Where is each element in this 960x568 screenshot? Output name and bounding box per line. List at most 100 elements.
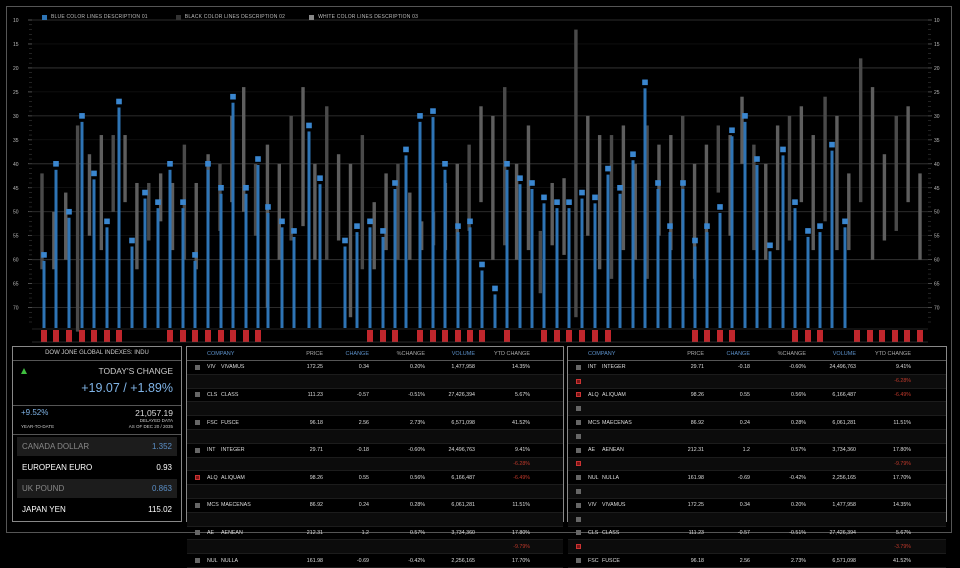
row-status-box [187, 447, 207, 453]
table-row[interactable]: ALQ ALIQUAM 98.26 0.55 0.56% 6,166,487 -6.49% [187, 471, 563, 486]
pct-change-cell: 2.73% [409, 419, 425, 426]
table-row[interactable] [187, 374, 563, 389]
symbol-cell: VIV [588, 502, 597, 509]
blue-bar [80, 121, 84, 328]
blue-bar [266, 212, 270, 328]
row-status-box [568, 406, 588, 412]
gray-bar [111, 135, 115, 212]
blue-marker [403, 146, 409, 153]
blue-marker [230, 93, 236, 100]
red-marker [892, 330, 898, 342]
table-row[interactable] [187, 402, 563, 417]
alert-box-icon [575, 392, 581, 398]
change-cell: -0.57 [737, 529, 750, 536]
table-row[interactable] [187, 485, 563, 499]
legend-swatch-white [309, 14, 315, 20]
gray-bar [491, 115, 495, 260]
blue-marker [792, 199, 798, 205]
blue-bar [493, 294, 497, 328]
ytd-percent: +9.52% [21, 408, 49, 417]
blue-marker [617, 184, 623, 191]
table-row[interactable]: MCS MAECENAS 86.92 0.24 0.28% 6,061,281 11.51% [187, 499, 563, 513]
legend-item-white: WHITE COLOR LINES DESCRIPTION 03 [309, 14, 418, 20]
table-row[interactable]: CLS CLASS 111.23 -0.57 -0.51% 27,426,394 5.67% [568, 527, 946, 541]
table-row[interactable]: VIV VIVAMUS 172.25 0.34 0.20% 1,477,958 14.35% [568, 499, 946, 513]
gray-bar [384, 173, 388, 251]
status-box-icon [575, 406, 581, 412]
alert-box-icon [575, 378, 581, 384]
company-cell: ALIQUAM [221, 474, 245, 481]
table-row[interactable]: FSC FUSCE 96.18 2.56 2.73% 6,571,098 41.52% [568, 554, 946, 568]
blue-marker [829, 141, 835, 148]
currency-row: CANADA DOLLAR 1.352 [17, 437, 177, 456]
red-marker [592, 330, 598, 342]
gray-bar [301, 87, 305, 227]
table-row[interactable] [568, 429, 946, 444]
y-tick-label-right: 45 [934, 186, 940, 192]
blue-bar [231, 102, 235, 328]
blue-bar [443, 169, 447, 328]
table-row[interactable]: AE AENEAN 212.31 1.2 0.57% 3,734,360 17.80% [568, 444, 946, 458]
symbol-cell: INT [207, 447, 216, 454]
table-row[interactable]: -9.79% [568, 457, 946, 472]
row-status-box [568, 489, 588, 495]
table-row[interactable]: AE AENEAN 212.31 1.2 0.57% 3,734,360 17.80% [187, 527, 563, 541]
table-row[interactable]: -6.28% [187, 457, 563, 472]
blue-marker [504, 161, 510, 167]
table-row[interactable]: INT INTEGER 29.71 -0.18 -0.60% 24,496,763 9.41… [187, 444, 563, 458]
table-row[interactable] [187, 512, 563, 527]
table-row[interactable]: -3.79% [568, 540, 946, 555]
table-header: COMPANY PRICE CHANGE %CHANGE VOLUME YTD CHANG… [187, 347, 563, 361]
blue-marker [317, 175, 323, 181]
table-row[interactable]: -6.28% [568, 374, 946, 389]
table-row[interactable]: FSC FUSCE 96.18 2.56 2.73% 6,571,098 41.52% [187, 416, 563, 430]
blue-marker [692, 237, 698, 244]
column-header: CHANGE [726, 350, 750, 357]
row-status-box [568, 502, 588, 508]
table-row[interactable] [568, 512, 946, 527]
red-marker [41, 330, 47, 342]
blue-bar [343, 246, 347, 328]
price-cell: 98.26 [690, 391, 704, 398]
volume-cell: 2,256,165 [451, 557, 475, 564]
y-tick-label-right: 35 [934, 138, 940, 144]
gray-bar [870, 87, 875, 260]
change-cell: -0.57 [356, 391, 369, 398]
table-row[interactable]: NUL NULLA 161.98 -0.69 -0.42% 2,256,165 17.70% [187, 554, 563, 568]
blue-bar [830, 150, 834, 328]
table-row[interactable]: MCS MAECENAS 86.92 0.24 0.28% 6,061,281 11.51% [568, 416, 946, 430]
blue-marker [541, 194, 547, 201]
volume-cell: 6,571,098 [832, 557, 856, 564]
table-row[interactable]: CLS CLASS 111.23 -0.57 -0.51% 27,426,394 5.67% [187, 389, 563, 403]
column-header: CHANGE [345, 350, 369, 357]
table-row[interactable]: ALQ ALIQUAM 98.26 0.55 0.56% 6,166,487 -6.49% [568, 389, 946, 403]
change-cell: 0.24 [358, 502, 369, 509]
table-row[interactable]: INT INTEGER 29.71 -0.18 -0.60% 24,496,763 9.41… [568, 361, 946, 375]
table-row[interactable]: NUL NULLA 161.98 -0.69 -0.42% 2,256,165 17.70% [568, 471, 946, 486]
price-cell: 96.18 [309, 419, 323, 426]
red-marker [66, 330, 72, 342]
table-row[interactable]: -9.79% [187, 540, 563, 555]
table-row[interactable] [187, 429, 563, 444]
symbol-cell: ALQ [588, 391, 599, 398]
gray-bar [847, 173, 851, 251]
pct-change-cell: -0.51% [789, 529, 806, 536]
red-marker [230, 330, 236, 342]
table-row[interactable] [568, 485, 946, 499]
company-cell: INTEGER [221, 447, 245, 454]
red-marker [192, 330, 198, 342]
price-cell: 172.25 [687, 502, 704, 509]
blue-bar [318, 184, 322, 328]
blue-bar [67, 217, 71, 328]
blue-bar [718, 212, 722, 328]
y-tick-label-right: 40 [934, 162, 940, 168]
price-cell: 86.92 [690, 419, 704, 426]
table-row[interactable]: VIV VIVAMUS 172.25 0.34 0.20% 1,477,958 14.35% [187, 361, 563, 375]
change-cell: 1.2 [742, 447, 750, 454]
row-status-box [568, 364, 588, 370]
y-tick-label-left: 70 [13, 306, 19, 312]
table-row[interactable] [568, 402, 946, 417]
row-status-box [568, 420, 588, 426]
row-status-box [568, 558, 588, 564]
pct-change-cell: -0.42% [789, 474, 806, 481]
